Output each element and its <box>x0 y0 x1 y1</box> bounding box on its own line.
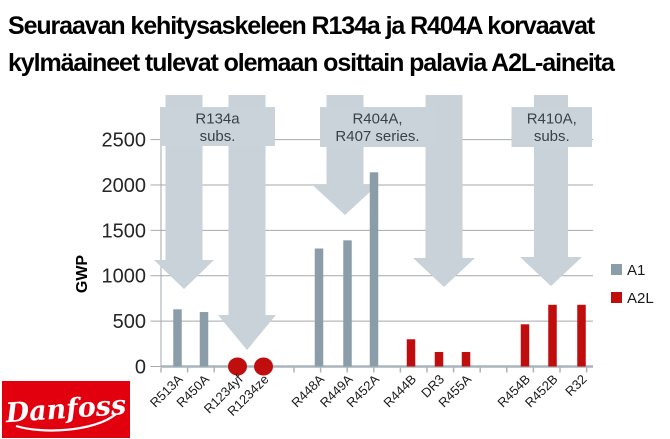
legend-swatch-A2L <box>611 292 622 303</box>
ylabel-gwp: GWP <box>74 255 91 294</box>
bar-R448A <box>314 248 324 367</box>
substitution-arrow-2 <box>218 95 276 350</box>
legend-label-A1: A1 <box>627 262 645 279</box>
annotation-line: R404A, <box>352 111 402 128</box>
dot-R1234ze <box>254 357 273 376</box>
danfoss-logo: Danfoss <box>2 381 130 438</box>
annotation-box <box>160 107 275 146</box>
annotation-line: R134a <box>195 111 240 128</box>
annotation-line: R407 series. <box>335 128 419 145</box>
bar-R449A <box>343 240 352 367</box>
logo-underline-flourish <box>15 413 117 432</box>
bar-R444B <box>406 339 416 367</box>
bar-R452A <box>369 172 379 367</box>
legend-label-A2L: A2L <box>627 290 654 307</box>
bar-R32 <box>577 304 586 367</box>
y-tick-label: 0 <box>135 357 146 379</box>
dot-R1234yf <box>228 357 247 376</box>
category-label-R32: R32 <box>562 372 589 399</box>
legend-swatch-A1 <box>611 264 622 275</box>
bar-R452B <box>548 304 557 367</box>
y-tick-label: 500 <box>113 311 146 333</box>
y-tick-labels: 0 500 1000 1500 2000 2500 <box>102 130 147 379</box>
bar-R454B <box>520 324 530 367</box>
y-tick-label: 1000 <box>102 266 147 288</box>
category-label-R444B: R444B <box>380 372 419 411</box>
bar-R513A <box>173 309 182 367</box>
title-line-2: kylmäaineet tulevat olemaan osittain pal… <box>8 49 615 77</box>
bar-R455A <box>461 351 471 367</box>
bar-DR3 <box>434 351 444 367</box>
annotation-box <box>320 107 435 147</box>
y-tick-label: 2000 <box>102 175 147 197</box>
y-tick-label: 1500 <box>102 220 147 242</box>
annotation-box <box>511 107 592 147</box>
slide-title: Seuraavan kehitysaskeleen R134a ja R404A… <box>8 8 615 82</box>
annotation-line: R410A, <box>527 111 577 128</box>
data-series <box>173 172 586 376</box>
annotation-line: subs. <box>534 128 570 145</box>
y-tick-label: 2500 <box>102 130 147 152</box>
annotation-line: subs. <box>200 128 236 145</box>
legend: A1 A2L <box>611 262 654 307</box>
bar-R450A <box>199 312 209 367</box>
title-line-1: Seuraavan kehitysaskeleen R134a ja R404A… <box>8 12 595 40</box>
